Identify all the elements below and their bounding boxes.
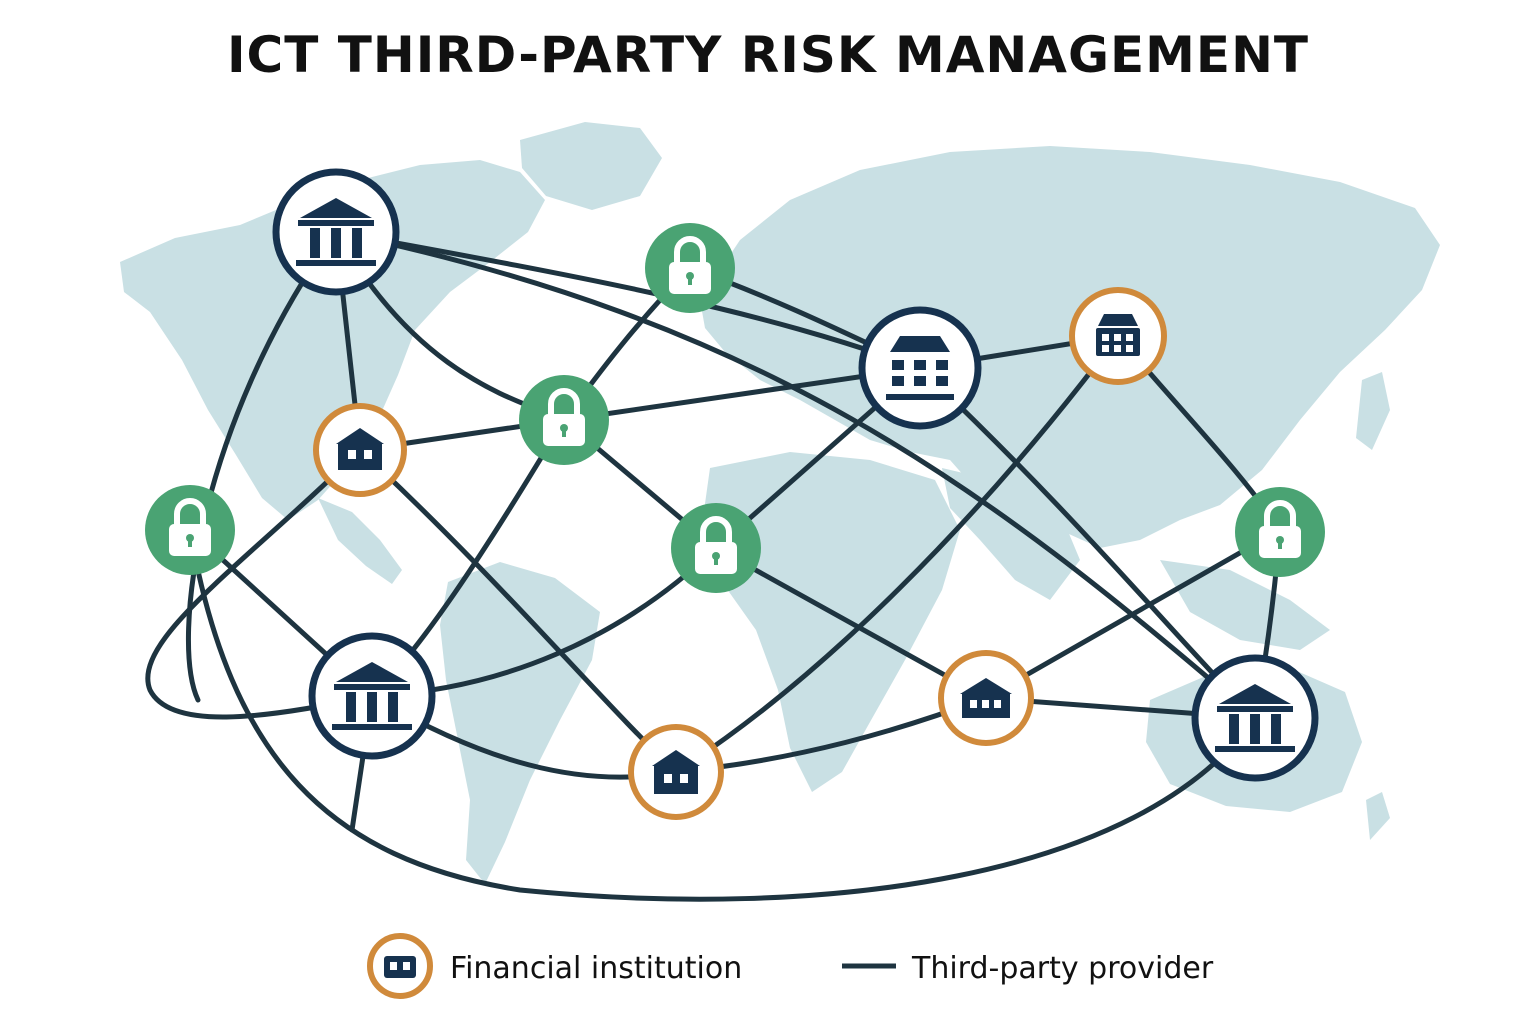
secure-provider-node[interactable] xyxy=(645,223,735,313)
institution-node[interactable] xyxy=(938,650,1034,746)
continent-south-america xyxy=(440,562,600,884)
padlock-icon xyxy=(669,236,711,294)
bank-node[interactable] xyxy=(308,632,436,760)
padlock-icon xyxy=(1259,500,1301,558)
institution-node[interactable] xyxy=(313,403,407,497)
institution-node[interactable] xyxy=(1069,287,1167,385)
continent-central-america xyxy=(318,498,402,584)
connection-line xyxy=(145,447,375,720)
padlock-icon xyxy=(543,388,585,446)
office-building-icon xyxy=(886,336,954,400)
bank-node[interactable] xyxy=(272,168,400,296)
bank-icon xyxy=(296,198,376,266)
legend-financial-institution-swatch xyxy=(367,933,433,999)
connection-line xyxy=(713,545,989,701)
bank-icon xyxy=(1215,684,1295,752)
office-building-icon xyxy=(384,956,416,978)
connection-line xyxy=(983,527,1283,701)
continent-new-zealand xyxy=(1366,792,1390,840)
padlock-icon xyxy=(695,516,737,574)
connection-line xyxy=(333,229,1258,721)
bank-node[interactable] xyxy=(1191,654,1319,782)
connection-line xyxy=(673,333,1121,775)
institution-node[interactable] xyxy=(628,724,724,820)
secure-provider-node[interactable] xyxy=(671,503,761,593)
legend: Financial institution Third-party provid… xyxy=(367,933,1214,999)
legend-financial-institution-label: Financial institution xyxy=(450,951,742,986)
continent-greenland xyxy=(520,122,662,210)
continent-southeast-asia xyxy=(1160,560,1330,650)
world-map xyxy=(120,122,1440,884)
diagram-title: ICT THIRD-PARTY RISK MANAGEMENT xyxy=(226,26,1310,84)
office-building-node[interactable] xyxy=(858,306,982,430)
branch-house-icon xyxy=(652,750,700,794)
legend-third-party-provider-label: Third-party provider xyxy=(911,951,1214,986)
secure-provider-node[interactable] xyxy=(519,375,609,465)
padlock-icon xyxy=(169,498,211,556)
nodes xyxy=(145,168,1325,820)
branch-house-icon xyxy=(336,428,384,470)
continent-japan xyxy=(1356,372,1390,450)
secure-provider-node[interactable] xyxy=(145,485,235,575)
connection-line xyxy=(187,527,1258,902)
secure-provider-node[interactable] xyxy=(1235,487,1325,577)
continent-africa xyxy=(702,452,960,792)
continent-south-asia xyxy=(942,468,1080,600)
continent-eurasia xyxy=(700,146,1440,548)
bank-icon xyxy=(332,662,412,730)
